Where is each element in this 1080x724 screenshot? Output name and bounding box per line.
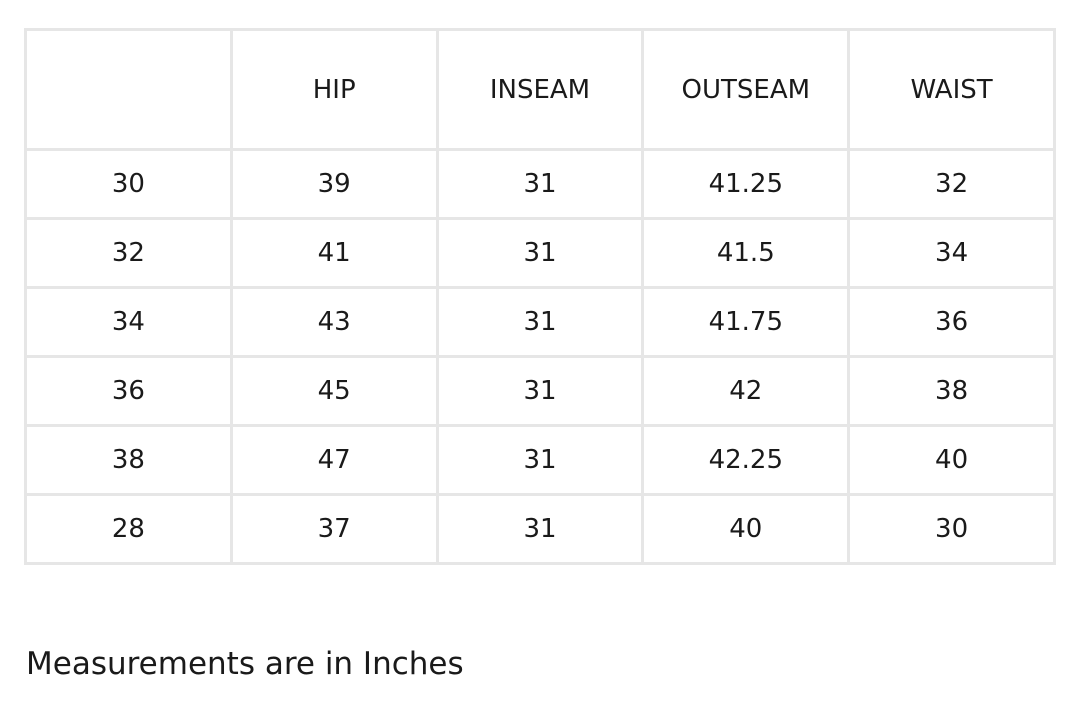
table-cell-inseam: 31 (435, 424, 645, 496)
table-cell-outseam: 40 (641, 493, 851, 565)
table-cell-inseam: 31 (435, 355, 645, 427)
header-cell-inseam: INSEAM (435, 28, 645, 151)
table-cell-waist: 38 (847, 355, 1056, 427)
table-cell-hip: 41 (229, 217, 439, 289)
table-cell-size: 34 (24, 286, 233, 358)
table-row: 30 39 31 41.25 32 (24, 148, 1056, 220)
table-body: 30 39 31 41.25 32 32 41 31 41.5 34 34 43… (24, 148, 1056, 565)
header-cell-waist: WAIST (847, 28, 1056, 151)
header-row: HIP INSEAM OUTSEAM WAIST (24, 28, 1056, 151)
header-cell-hip: HIP (229, 28, 439, 151)
table-cell-hip: 43 (229, 286, 439, 358)
header-cell-size (24, 28, 233, 151)
measurement-unit-note: Measurements are in Inches (26, 646, 464, 682)
table-cell-outseam: 41.5 (641, 217, 851, 289)
table-cell-outseam: 42.25 (641, 424, 851, 496)
table-cell-hip: 47 (229, 424, 439, 496)
table-cell-size: 28 (24, 493, 233, 565)
table-cell-waist: 34 (847, 217, 1056, 289)
header-cell-outseam: OUTSEAM (641, 28, 851, 151)
table-cell-inseam: 31 (435, 217, 645, 289)
table-row: 34 43 31 41.75 36 (24, 286, 1056, 358)
table-row: 32 41 31 41.5 34 (24, 217, 1056, 289)
table-cell-size: 38 (24, 424, 233, 496)
table-cell-waist: 30 (847, 493, 1056, 565)
table-cell-inseam: 31 (435, 286, 645, 358)
size-chart-table: HIP INSEAM OUTSEAM WAIST 30 39 31 41.25 … (24, 28, 1056, 565)
table-cell-inseam: 31 (435, 493, 645, 565)
table-cell-size: 30 (24, 148, 233, 220)
table-cell-outseam: 41.25 (641, 148, 851, 220)
table-cell-inseam: 31 (435, 148, 645, 220)
table-row: 28 37 31 40 30 (24, 493, 1056, 565)
table-cell-hip: 37 (229, 493, 439, 565)
table-cell-outseam: 41.75 (641, 286, 851, 358)
table-cell-hip: 45 (229, 355, 439, 427)
table-cell-waist: 32 (847, 148, 1056, 220)
table-row: 36 45 31 42 38 (24, 355, 1056, 427)
table-row: 38 47 31 42.25 40 (24, 424, 1056, 496)
table-header: HIP INSEAM OUTSEAM WAIST (24, 28, 1056, 151)
table-cell-waist: 40 (847, 424, 1056, 496)
table-cell-size: 32 (24, 217, 233, 289)
table-cell-outseam: 42 (641, 355, 851, 427)
table-cell-hip: 39 (229, 148, 439, 220)
table-cell-waist: 36 (847, 286, 1056, 358)
table-cell-size: 36 (24, 355, 233, 427)
